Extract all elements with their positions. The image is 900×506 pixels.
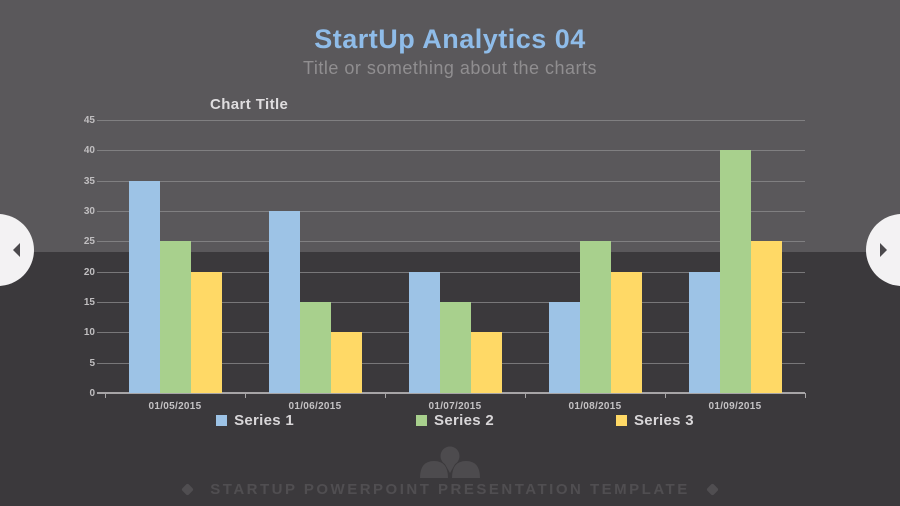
bar-series-3: [751, 241, 782, 393]
gridline: [97, 211, 805, 212]
y-axis-tick-label: 15: [83, 297, 95, 308]
gridline: [97, 120, 805, 121]
x-axis-tick: [105, 393, 106, 398]
slide-subtitle: Title or something about the charts: [303, 58, 597, 78]
y-axis-tick-label: 5: [89, 357, 95, 369]
x-axis-category-label: 01/06/2015: [288, 401, 342, 412]
bar-series-1: [409, 272, 440, 393]
gridline: [97, 272, 805, 273]
bar-series-3: [611, 272, 642, 393]
gridline: [97, 181, 805, 182]
slide-header: StartUp Analytics 04 Title or something …: [0, 24, 900, 79]
bar-series-2: [160, 241, 191, 393]
startup-logo-icon: [420, 446, 480, 478]
bar-series-3: [191, 272, 222, 393]
bar-series-2: [440, 302, 471, 393]
bar-series-1: [549, 302, 580, 393]
legend-item: Series 3: [615, 412, 694, 429]
x-axis-tick: [525, 393, 526, 398]
right-arrow-icon: [880, 243, 887, 257]
x-axis-tick: [385, 393, 386, 398]
y-axis-tick-label: 25: [83, 236, 95, 248]
y-axis-tick-label: 30: [83, 206, 95, 217]
left-arrow-icon: [13, 243, 20, 257]
y-axis-tick-label: 10: [83, 327, 95, 339]
bar-series-2: [300, 302, 331, 393]
legend-item: Series 1: [216, 412, 294, 429]
bar-series-1: [269, 211, 300, 393]
chart-title: Chart Title: [210, 96, 289, 113]
x-axis-category-label: 01/08/2015: [568, 401, 622, 412]
plot-area: 0 5 10 15 20 25 30 35 40 45 01/05/2015 01/06/2015 01…: [84, 115, 806, 412]
gridline: [97, 150, 805, 151]
footer-line: STARTUP POWERPOINT PRESENTATION TEMPLATE: [181, 481, 719, 498]
legend-label: Series 2: [434, 412, 494, 429]
bar-series-3: [471, 332, 502, 393]
slide-title: StartUp Analytics 04: [314, 24, 586, 54]
y-axis-tick-label: 0: [89, 388, 95, 399]
chart-legend: Series 1 Series 2 Series 3: [105, 412, 805, 429]
slide-footer: STARTUP POWERPOINT PRESENTATION TEMPLATE: [0, 446, 900, 498]
x-axis-category-label: 01/07/2015: [428, 401, 482, 412]
x-axis-tick: [805, 393, 806, 398]
x-axis-category-label: 01/09/2015: [708, 401, 762, 412]
y-axis-tick-label: 45: [83, 115, 95, 126]
legend-item: Series 2: [416, 412, 494, 429]
diamond-bullet-left-icon: [181, 483, 195, 496]
bar-series-2: [720, 150, 751, 393]
y-axis-tick-label: 40: [83, 145, 95, 157]
legend-label: Series 1: [234, 412, 295, 429]
gridline: [97, 241, 805, 242]
legend-swatch: [615, 415, 627, 426]
x-axis-tick: [665, 393, 666, 398]
bar-series-1: [129, 181, 160, 393]
footer-text: STARTUP POWERPOINT PRESENTATION TEMPLATE: [210, 481, 690, 498]
legend-swatch: [416, 415, 428, 426]
x-axis-tick: [245, 393, 246, 398]
legend-swatch: [216, 415, 228, 426]
y-axis-tick-label: 35: [83, 175, 95, 187]
x-axis-category-label: 01/05/2015: [148, 401, 202, 412]
gridline: [97, 392, 805, 394]
diamond-bullet-right-icon: [705, 483, 719, 496]
y-axis-tick-label: 20: [83, 266, 95, 278]
legend-label: Series 3: [633, 412, 694, 429]
bar-series-3: [331, 332, 362, 393]
bar-series-1: [689, 272, 720, 393]
bar-series-2: [580, 241, 611, 393]
